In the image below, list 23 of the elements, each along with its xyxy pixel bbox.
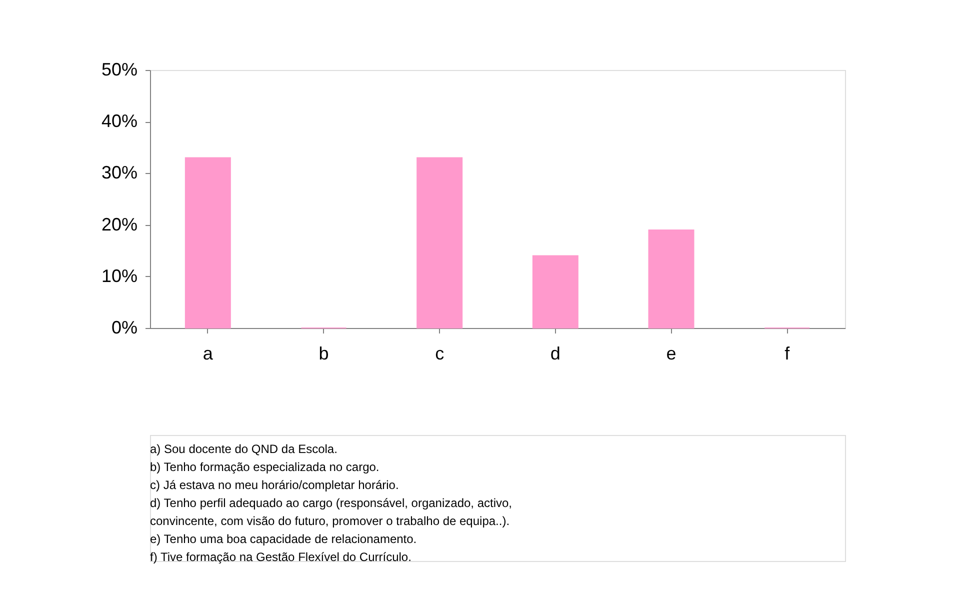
y-tick-label: 0% [111, 318, 138, 338]
text: e) Tenho uma boa capacidade de relacionamento. [150, 532, 417, 546]
x-tick-label: a [202, 344, 214, 364]
bar [532, 255, 578, 328]
x-tick-label: e [666, 344, 676, 364]
y-tick-label: 20% [101, 214, 138, 234]
y-tick-label: 30% [101, 162, 138, 183]
bar [648, 229, 694, 328]
text: c) Já estava no meu horário/completar horário. [150, 478, 399, 492]
x-tick-label: f [784, 344, 791, 364]
x-tick-label: c [435, 344, 444, 364]
y-tick-label: 50% [101, 60, 138, 80]
text: a) Sou docente do QND da Escola. [150, 442, 338, 456]
bar [184, 157, 231, 328]
text: d) Tenho perfil adequado ao cargo (responsável, organizado, activo, [150, 496, 512, 510]
bar [416, 157, 463, 328]
x-tick-label: d [550, 344, 560, 364]
x-tick-label: b [318, 344, 329, 364]
y-tick-label: 10% [101, 266, 138, 286]
text: f) Tive formação na Gestão Flexível do Currículo. [150, 550, 412, 564]
y-tick-label: 40% [101, 111, 138, 132]
text: convincente, com visão do futuro, promover o trabalho de equipa..). [150, 514, 510, 528]
text: b) Tenho formação especializada no cargo. [150, 460, 380, 474]
